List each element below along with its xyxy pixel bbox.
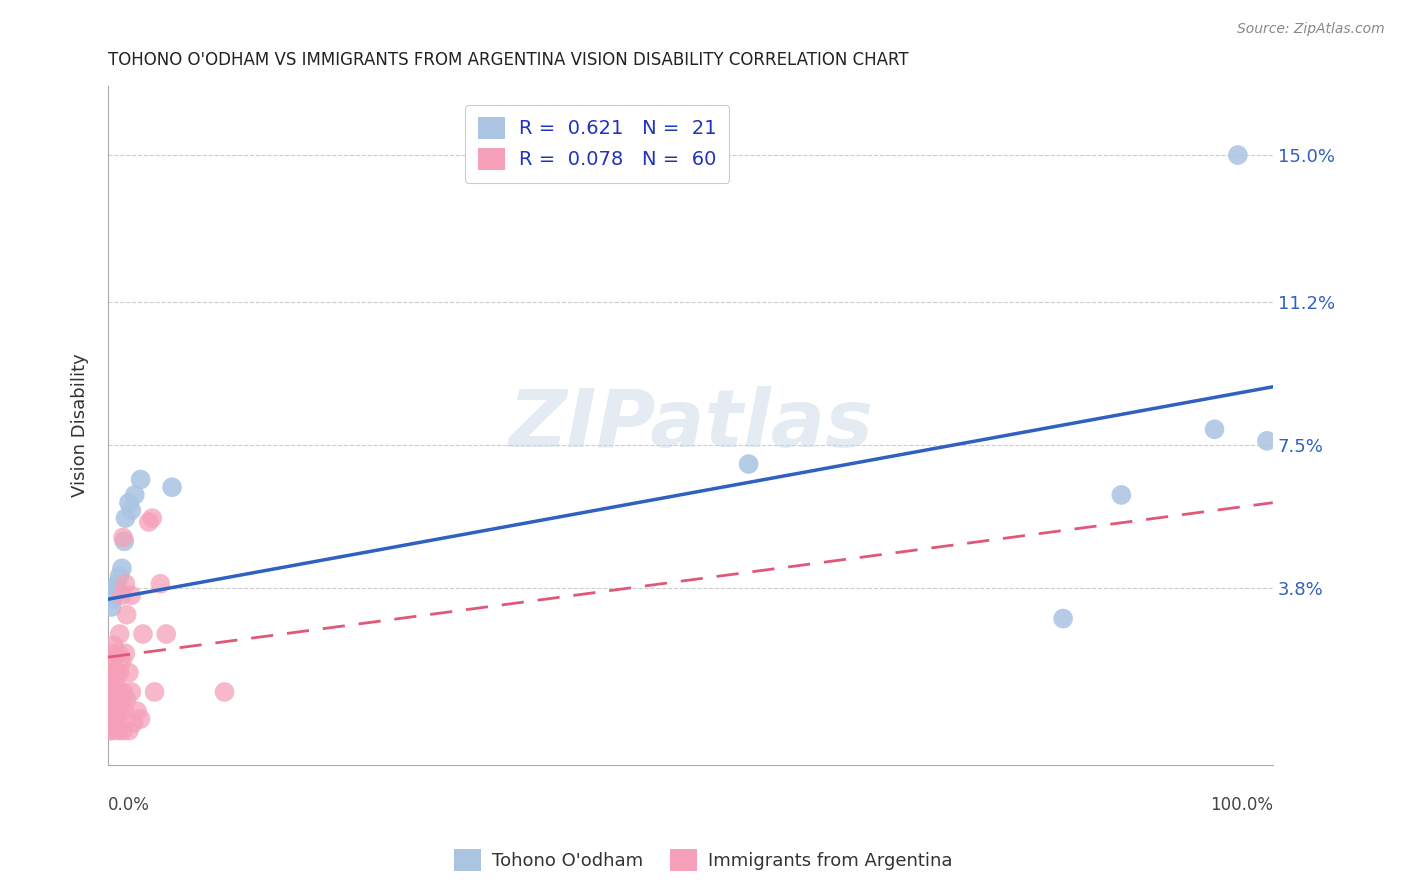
Point	[100, 715, 122, 730]
Point	[98, 712, 121, 726]
Point	[98, 704, 121, 718]
Point	[118, 665, 141, 680]
Point	[100, 599, 122, 614]
Point	[98, 700, 121, 714]
Point	[100, 665, 122, 680]
Point	[98, 720, 121, 734]
Point	[107, 685, 129, 699]
Point	[101, 704, 124, 718]
Point	[112, 534, 135, 549]
Point	[104, 685, 127, 699]
Point	[100, 654, 122, 668]
Point	[98, 685, 121, 699]
Point	[108, 627, 131, 641]
Point	[98, 677, 121, 691]
Point	[118, 496, 141, 510]
Point	[111, 654, 134, 668]
Point	[98, 723, 121, 738]
Point	[108, 704, 131, 718]
Point	[112, 685, 135, 699]
Point	[101, 646, 124, 660]
Point	[1204, 422, 1226, 436]
Point	[124, 488, 146, 502]
Point	[138, 515, 160, 529]
Point	[105, 677, 128, 691]
Point	[105, 584, 128, 599]
Point	[111, 588, 134, 602]
Point	[120, 685, 142, 699]
Point	[103, 665, 125, 680]
Point	[127, 704, 149, 718]
Point	[107, 723, 129, 738]
Point	[129, 712, 152, 726]
Point	[105, 712, 128, 726]
Point	[129, 473, 152, 487]
Point	[141, 511, 163, 525]
Point	[101, 685, 124, 699]
Point	[111, 692, 134, 706]
Point	[155, 627, 177, 641]
Y-axis label: Vision Disability: Vision Disability	[72, 353, 89, 498]
Point	[112, 723, 135, 738]
Text: 100.0%: 100.0%	[1209, 797, 1272, 814]
Point	[100, 704, 122, 718]
Text: TOHONO O'ODHAM VS IMMIGRANTS FROM ARGENTINA VISION DISABILITY CORRELATION CHART: TOHONO O'ODHAM VS IMMIGRANTS FROM ARGENT…	[108, 51, 908, 69]
Point	[120, 503, 142, 517]
Point	[104, 704, 127, 718]
Point	[1111, 488, 1133, 502]
Point	[132, 627, 155, 641]
Point	[108, 665, 131, 680]
Point	[118, 723, 141, 738]
Point	[111, 561, 134, 575]
Point	[101, 592, 124, 607]
Point	[112, 531, 135, 545]
Point	[112, 704, 135, 718]
Text: Source: ZipAtlas.com: Source: ZipAtlas.com	[1237, 22, 1385, 37]
Legend: Tohono O'odham, Immigrants from Argentina: Tohono O'odham, Immigrants from Argentin…	[447, 842, 959, 879]
Legend: R =  0.621   N =  21, R =  0.078   N =  60: R = 0.621 N = 21, R = 0.078 N = 60	[465, 104, 730, 183]
Point	[100, 692, 122, 706]
Point	[115, 607, 138, 622]
Point	[214, 685, 236, 699]
Point	[114, 646, 136, 660]
Point	[98, 712, 121, 726]
Text: 0.0%: 0.0%	[108, 797, 150, 814]
Point	[105, 665, 128, 680]
Point	[103, 715, 125, 730]
Point	[114, 511, 136, 525]
Point	[105, 704, 128, 718]
Point	[98, 692, 121, 706]
Point	[1052, 611, 1074, 625]
Point	[103, 639, 125, 653]
Point	[1256, 434, 1278, 448]
Point	[115, 692, 138, 706]
Text: ZIPatlas: ZIPatlas	[508, 386, 873, 465]
Point	[122, 715, 145, 730]
Point	[160, 480, 183, 494]
Point	[120, 588, 142, 602]
Point	[101, 723, 124, 738]
Point	[143, 685, 166, 699]
Point	[1226, 148, 1249, 162]
Point	[149, 576, 172, 591]
Point	[107, 646, 129, 660]
Point	[103, 692, 125, 706]
Point	[114, 576, 136, 591]
Point	[108, 569, 131, 583]
Point	[105, 576, 128, 591]
Point	[103, 581, 125, 595]
Point	[104, 665, 127, 680]
Point	[104, 588, 127, 602]
Point	[737, 457, 759, 471]
